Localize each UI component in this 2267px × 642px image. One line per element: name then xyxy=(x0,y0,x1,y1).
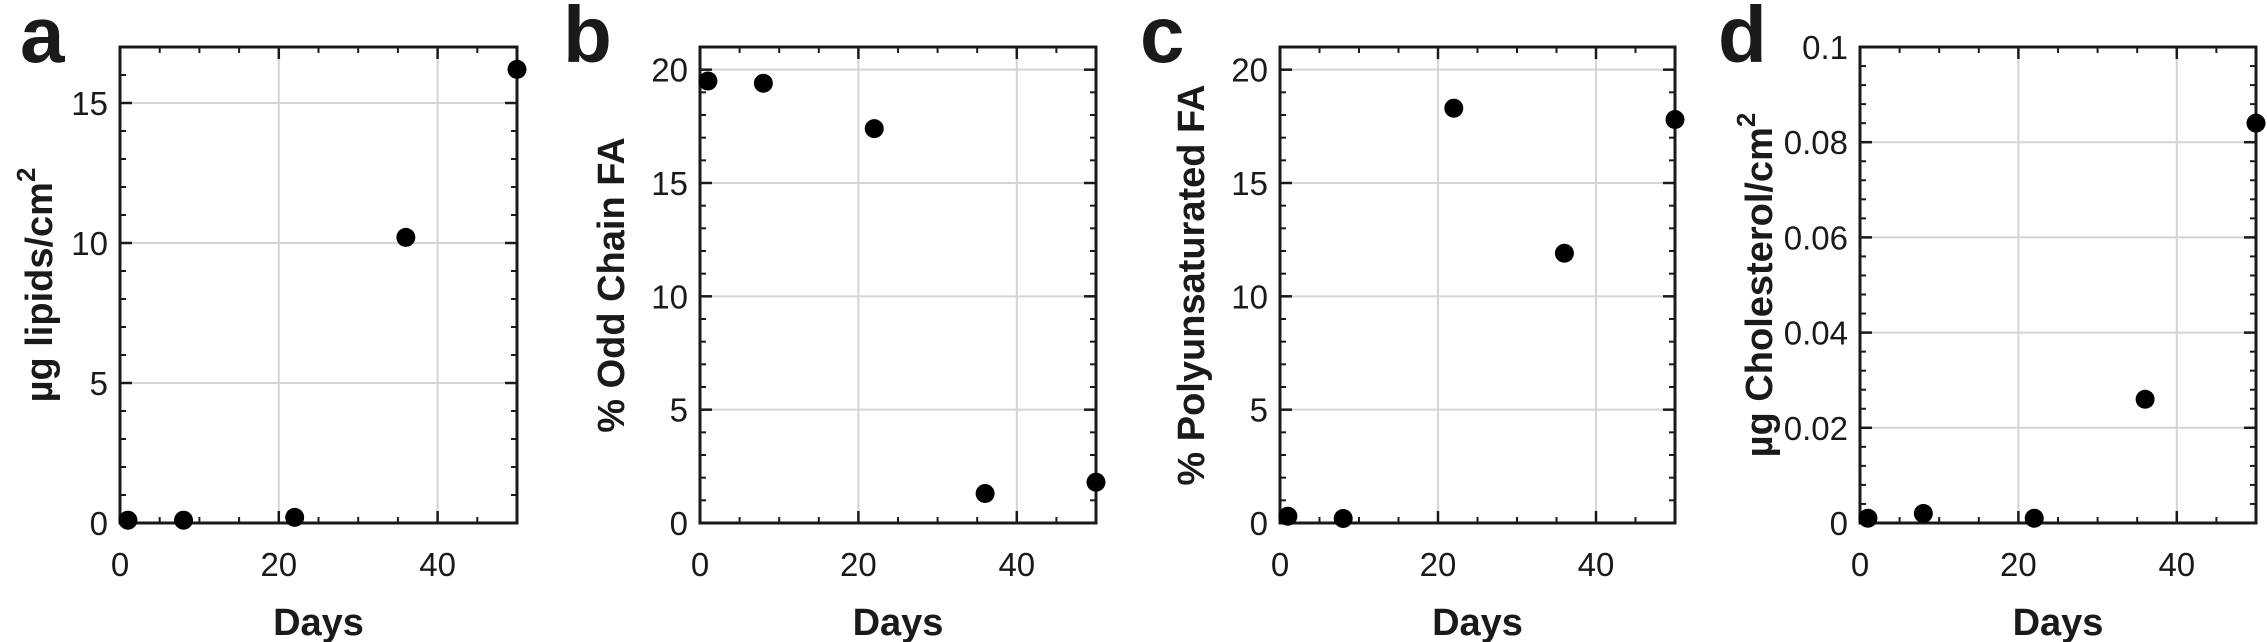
gridlines xyxy=(1280,47,1675,523)
data-point xyxy=(2024,508,2044,528)
panel-b: b 0 20 40 0 5 10 15 20 Days % Odd Chain FA xyxy=(563,0,1106,642)
panel-c: c 0 20 40 0 5 10 15 20 Days % Polyunsaturated FA xyxy=(1140,0,1685,642)
x-tick-label: 0 xyxy=(691,546,709,583)
minor-ticks xyxy=(1279,46,1676,524)
x-axis-label: Days xyxy=(1432,602,1523,642)
data-point xyxy=(285,507,305,527)
x-tick-label: 40 xyxy=(2158,546,2195,583)
y-axis-label: % Odd Chain FA xyxy=(591,137,633,433)
data-point xyxy=(975,484,995,504)
x-tick-label: 20 xyxy=(840,546,877,583)
data-point xyxy=(118,510,138,530)
data-point xyxy=(864,119,884,139)
panel-a: a 0 20 40 0 5 10 15 Days µg lipids/cm2 xyxy=(11,0,527,642)
y-tick-label: 0 xyxy=(1830,505,1848,542)
major-ticks xyxy=(118,47,517,525)
data-point xyxy=(2135,389,2155,409)
data-point xyxy=(507,59,527,79)
data-point xyxy=(753,73,773,93)
y-tick-label: 5 xyxy=(90,365,108,402)
y-tick-label: 15 xyxy=(1231,165,1268,202)
y-tick-label: 15 xyxy=(651,165,688,202)
y-axis-label: % Polyunsaturated FA xyxy=(1171,84,1213,485)
y-axis-label-text: % Polyunsaturated FA xyxy=(1171,84,1213,485)
data-points xyxy=(1278,98,1685,528)
data-points xyxy=(118,59,527,530)
panel-letter: b xyxy=(563,0,612,79)
y-tick-label: 0 xyxy=(670,505,688,542)
minor-ticks xyxy=(119,46,518,524)
x-axis-label: Days xyxy=(273,602,364,642)
x-tick-label: 0 xyxy=(1271,546,1289,583)
x-tick-label: 40 xyxy=(998,546,1035,583)
plot-frame xyxy=(1278,45,1677,525)
x-axis-label: Days xyxy=(2013,602,2104,642)
y-tick-label: 0 xyxy=(1250,505,1268,542)
data-point xyxy=(1444,98,1464,118)
gridlines xyxy=(120,47,517,523)
data-point xyxy=(1554,243,1574,263)
y-axis-label-text: µg lipids/cm xyxy=(19,182,61,402)
data-point xyxy=(1913,503,1933,523)
data-point xyxy=(1665,110,1685,130)
y-tick-label: 0.1 xyxy=(1802,29,1848,66)
x-tick-label: 40 xyxy=(419,546,456,583)
x-tick-label: 20 xyxy=(1420,546,1457,583)
minor-ticks xyxy=(699,46,1097,524)
y-axis-label: µg Cholesterol/cm2 xyxy=(1731,113,1781,458)
major-ticks xyxy=(1858,45,2256,525)
data-point xyxy=(1333,508,1353,528)
data-point xyxy=(1086,472,1106,492)
data-points xyxy=(1858,113,2266,528)
gridlines xyxy=(700,47,1096,523)
y-axis-label-superscript: 2 xyxy=(11,168,41,182)
x-tick-label: 20 xyxy=(260,546,297,583)
x-axis-label: Days xyxy=(853,602,944,642)
y-axis-label-text: % Odd Chain FA xyxy=(591,137,633,433)
major-ticks xyxy=(698,47,1096,525)
y-tick-label: 0 xyxy=(90,505,108,542)
plot-frame xyxy=(1858,45,2258,525)
y-tick-label: 20 xyxy=(651,52,688,89)
data-point xyxy=(2246,113,2266,133)
data-point xyxy=(698,71,718,91)
panel-letter: c xyxy=(1140,0,1185,79)
plot-frame xyxy=(118,45,519,525)
y-tick-label: 20 xyxy=(1231,52,1268,89)
panel-d: d 0 20 40 0 0.02 0.04 0.06 0.08 0.1 Days µg Cholest… xyxy=(1718,0,2266,642)
minor-ticks xyxy=(1859,46,2257,524)
x-tick-label: 0 xyxy=(1851,546,1869,583)
x-tick-label: 20 xyxy=(2000,546,2037,583)
y-tick-label: 10 xyxy=(71,225,108,262)
y-tick-label: 0.02 xyxy=(1784,410,1848,447)
y-tick-label: 0.04 xyxy=(1784,315,1848,352)
y-axis-label-superscript: 2 xyxy=(1731,113,1761,127)
data-point xyxy=(396,227,416,247)
data-point xyxy=(1278,506,1298,526)
y-axis-label: µg lipids/cm2 xyxy=(11,168,61,403)
y-tick-label: 5 xyxy=(1250,392,1268,429)
y-tick-label: 5 xyxy=(670,392,688,429)
x-tick-label: 0 xyxy=(111,546,129,583)
y-tick-label: 0.06 xyxy=(1784,219,1848,256)
y-axis-label-text: µg Cholesterol/cm xyxy=(1739,127,1781,457)
major-ticks xyxy=(1278,47,1675,525)
panel-letter: d xyxy=(1718,0,1767,79)
data-point xyxy=(1858,508,1878,528)
data-point xyxy=(174,510,194,530)
x-tick-label: 40 xyxy=(1578,546,1615,583)
panel-letter: a xyxy=(20,0,65,79)
y-tick-label: 10 xyxy=(651,278,688,315)
y-tick-label: 15 xyxy=(71,85,108,122)
y-tick-label: 0.08 xyxy=(1784,124,1848,161)
plot-frame xyxy=(698,45,1098,525)
data-points xyxy=(698,71,1106,504)
y-tick-label: 10 xyxy=(1231,278,1268,315)
gridlines xyxy=(1860,47,2256,523)
